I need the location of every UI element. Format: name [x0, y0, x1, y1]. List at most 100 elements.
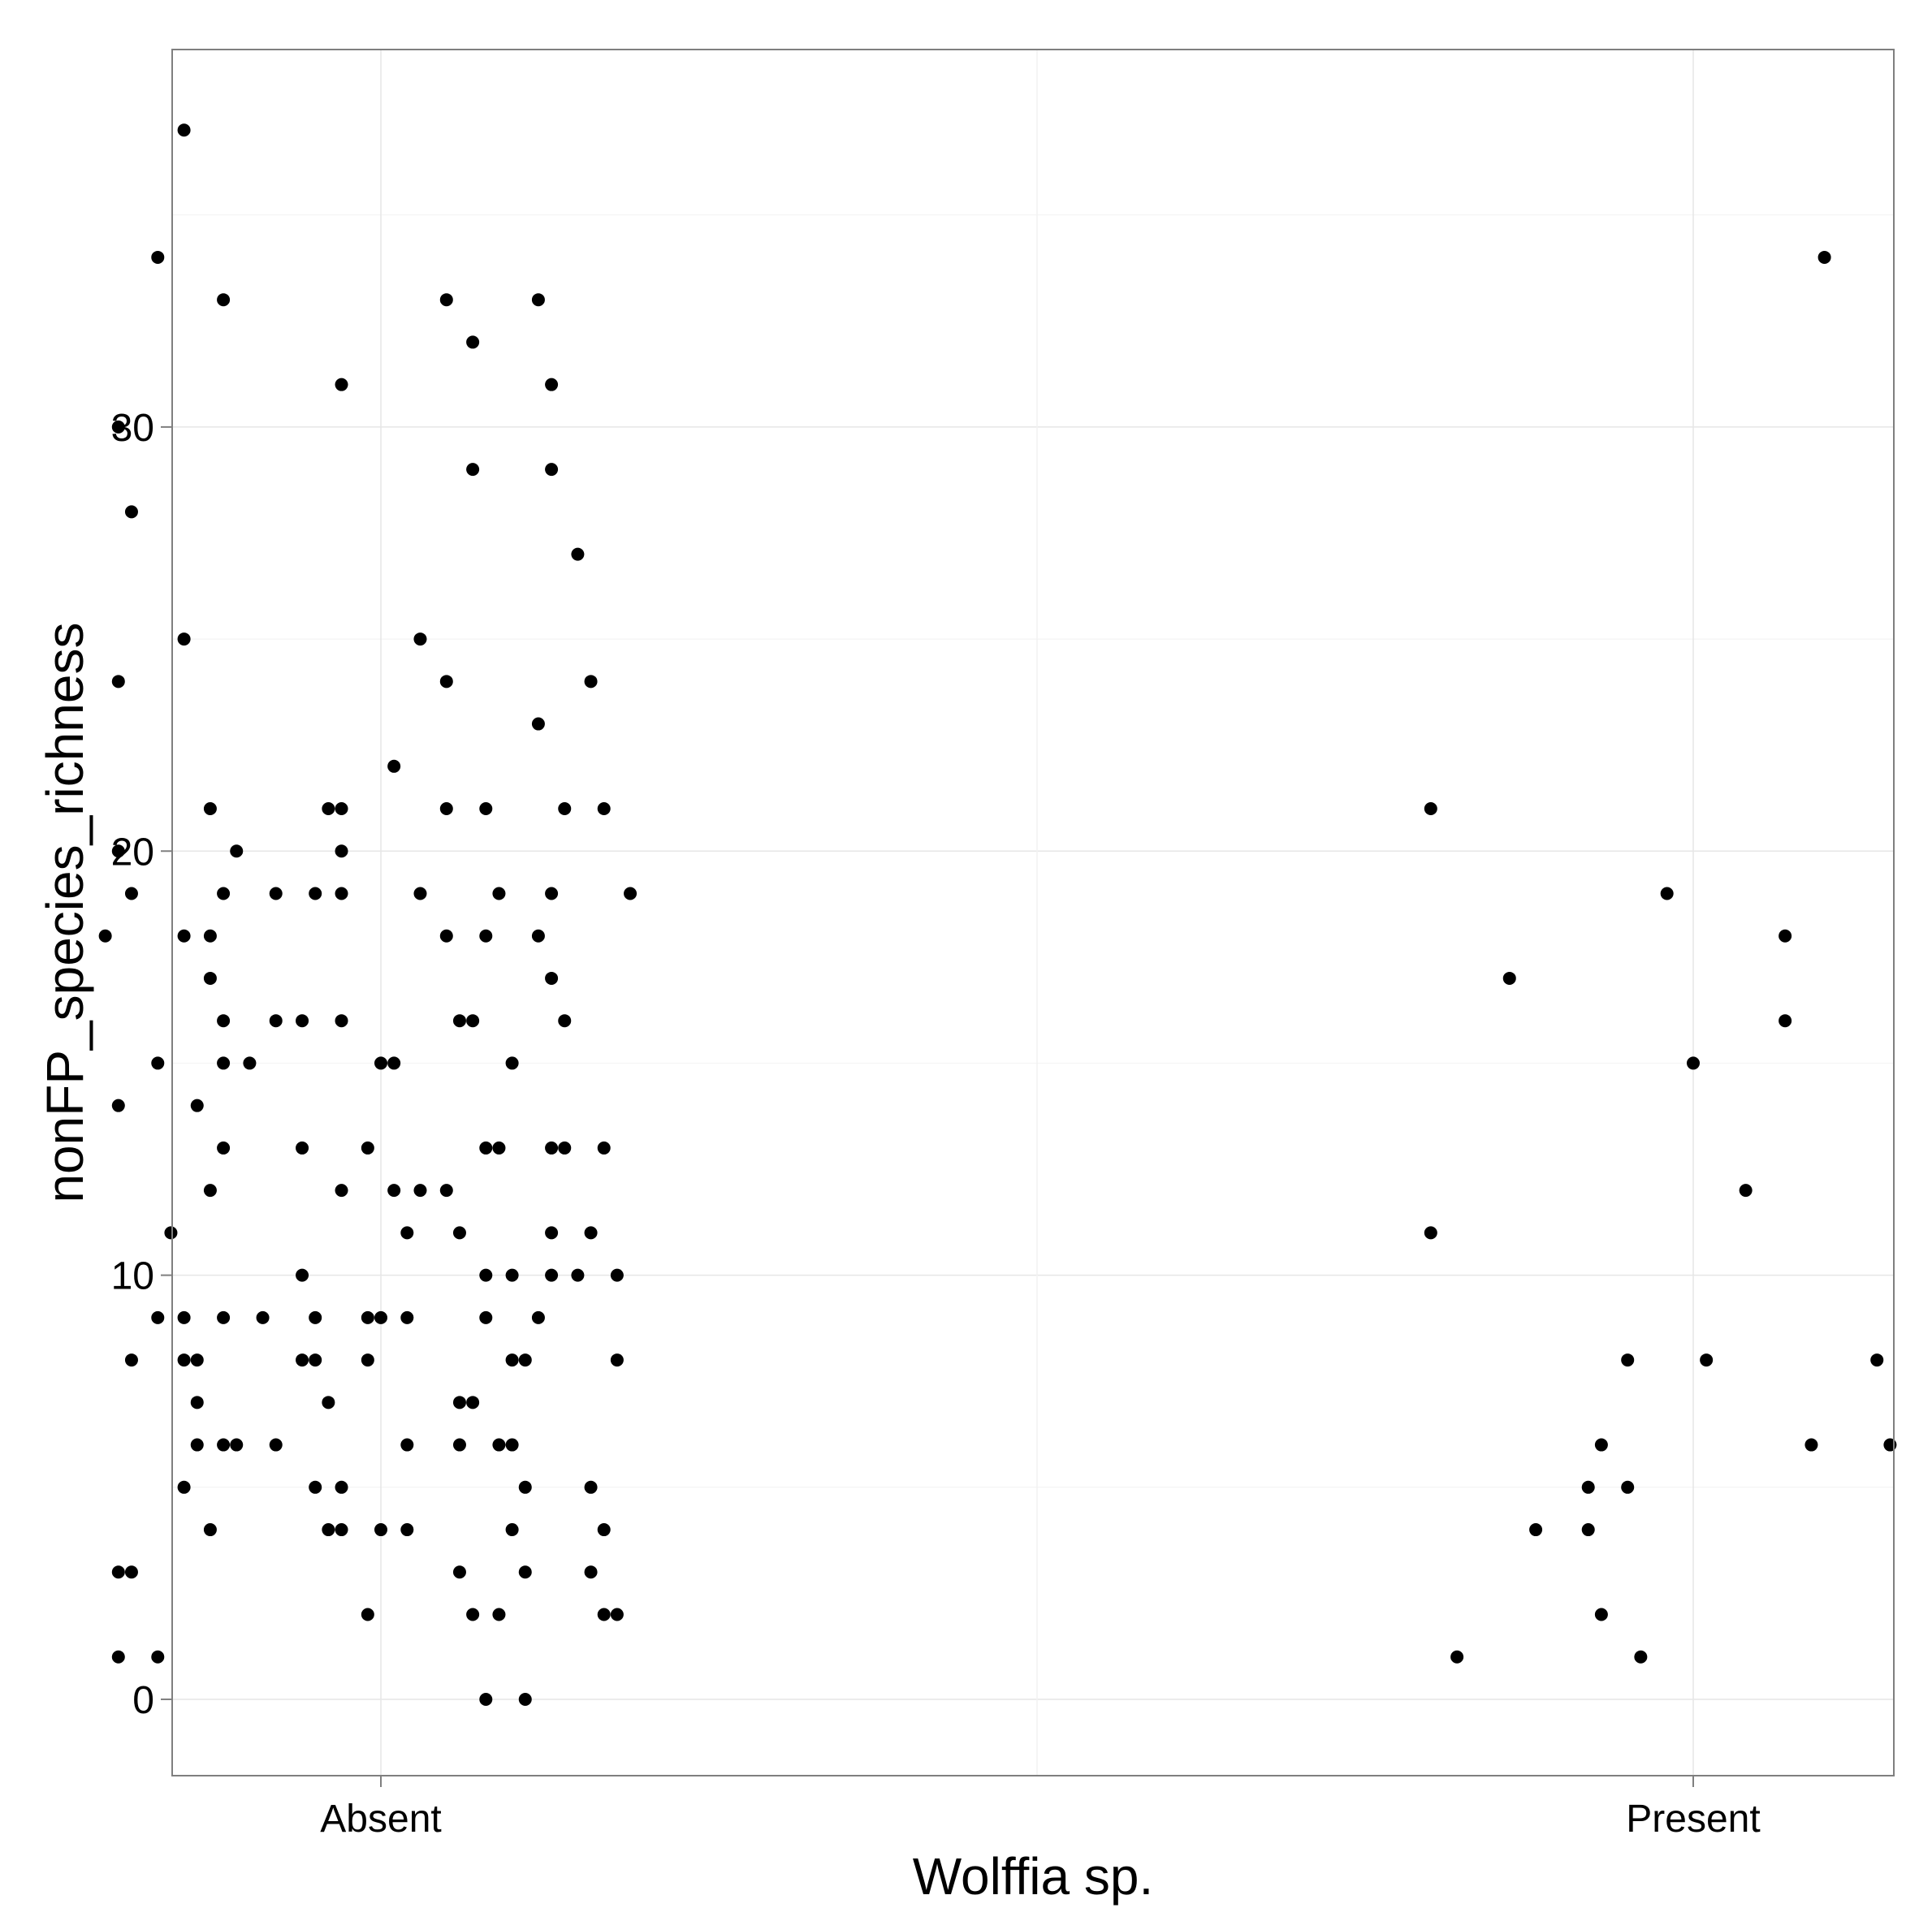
grid-layer [172, 50, 1894, 1776]
data-point [335, 1184, 348, 1198]
x-tick-label: Present [1626, 1798, 1760, 1841]
data-point [545, 887, 559, 900]
data-point [584, 675, 598, 689]
data-point [531, 929, 545, 943]
data-point [610, 1268, 624, 1282]
data-point [190, 1353, 204, 1367]
data-point [452, 1226, 466, 1240]
data-point [177, 1353, 191, 1367]
data-point [1870, 1353, 1884, 1367]
data-point [335, 1523, 348, 1537]
data-point [505, 1523, 519, 1537]
data-point [505, 1056, 519, 1070]
data-point [111, 844, 125, 858]
data-point [217, 1014, 231, 1028]
data-point [335, 887, 348, 900]
data-point [505, 1268, 519, 1282]
data-point [1424, 1226, 1437, 1240]
data-point [111, 1650, 125, 1664]
y-tick-label: 30 [111, 407, 154, 450]
data-point [177, 929, 191, 943]
data-point [335, 844, 348, 858]
data-point [269, 887, 283, 900]
y-tick-label: 0 [132, 1679, 154, 1722]
data-point [545, 971, 559, 985]
data-point [545, 1268, 559, 1282]
points-layer [98, 123, 1897, 1706]
data-point [1634, 1650, 1648, 1664]
data-point [269, 1014, 283, 1028]
data-point [151, 250, 165, 264]
data-point [545, 1226, 559, 1240]
data-point [492, 1438, 506, 1452]
data-point [400, 1438, 414, 1452]
data-point [597, 1608, 611, 1621]
data-point [466, 335, 480, 349]
data-point [624, 887, 638, 900]
data-point [545, 463, 559, 477]
data-point [322, 802, 335, 816]
data-point [558, 1141, 572, 1155]
data-point [479, 929, 493, 943]
data-point [466, 1014, 480, 1028]
data-point [335, 1480, 348, 1494]
data-point [531, 1310, 545, 1324]
data-point [439, 293, 453, 307]
data-point [151, 1310, 165, 1324]
data-point [124, 505, 138, 519]
data-point [190, 1396, 204, 1409]
data-point [217, 293, 231, 307]
data-point [413, 1184, 427, 1198]
ticks-layer: 0 10 20 30 Absent Present [111, 407, 1761, 1841]
data-point [374, 1523, 387, 1537]
data-point [439, 929, 453, 943]
data-point [545, 378, 559, 391]
data-point [217, 1141, 231, 1155]
data-point [1779, 929, 1792, 943]
data-point [387, 1184, 401, 1198]
data-point [1660, 887, 1674, 900]
y-axis-title: nonFP_species_richness [36, 622, 94, 1202]
data-point [571, 1268, 585, 1282]
data-point [124, 1565, 138, 1579]
data-point [531, 717, 545, 731]
data-point [203, 971, 217, 985]
data-point [452, 1396, 466, 1409]
data-point [111, 1565, 125, 1579]
data-point [1594, 1608, 1608, 1621]
data-point [296, 1268, 309, 1282]
data-point [361, 1353, 374, 1367]
data-point [335, 802, 348, 816]
data-point [203, 1184, 217, 1198]
data-point [230, 1438, 244, 1452]
data-point [1687, 1056, 1700, 1070]
data-point [111, 420, 125, 434]
data-point [177, 1480, 191, 1494]
data-point [413, 632, 427, 646]
data-point [466, 463, 480, 477]
data-point [1581, 1523, 1595, 1537]
data-point [505, 1353, 519, 1367]
data-point [217, 887, 231, 900]
data-point [518, 1353, 532, 1367]
data-point [452, 1014, 466, 1028]
data-point [479, 802, 493, 816]
data-point [466, 1608, 480, 1621]
data-point [387, 1056, 401, 1070]
data-point [98, 929, 112, 943]
data-point [400, 1310, 414, 1324]
data-point [1739, 1184, 1753, 1198]
data-point [203, 802, 217, 816]
data-point [1450, 1650, 1464, 1664]
data-point [111, 1099, 125, 1112]
data-point [1502, 971, 1516, 985]
data-point [1621, 1480, 1635, 1494]
data-point [571, 547, 585, 561]
data-point [1804, 1438, 1818, 1452]
data-point [322, 1523, 335, 1537]
data-point [531, 293, 545, 307]
data-point [466, 1396, 480, 1409]
data-point [269, 1438, 283, 1452]
